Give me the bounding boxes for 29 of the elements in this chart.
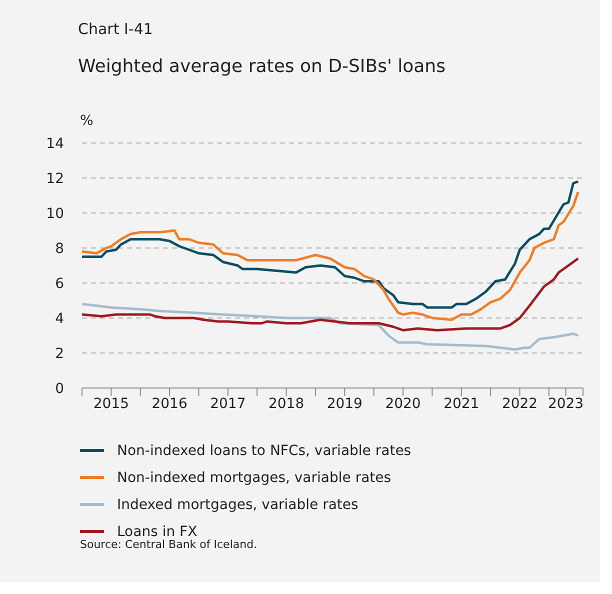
x-tick-label: 2019 bbox=[326, 396, 362, 412]
y-tick-label: 10 bbox=[46, 206, 64, 222]
x-tick-label: 2020 bbox=[385, 396, 421, 412]
line-series bbox=[82, 257, 580, 332]
x-tick-label: 2022 bbox=[502, 396, 538, 412]
x-tick-label: 2023 bbox=[548, 396, 584, 412]
line-series bbox=[82, 190, 580, 321]
y-tick-label: 8 bbox=[55, 240, 64, 257]
y-tick-label: 0 bbox=[55, 380, 64, 397]
source-note: Source: Central Bank of Iceland. bbox=[80, 538, 258, 551]
y-tick-label: 2 bbox=[55, 346, 64, 362]
y-tick-label: 6 bbox=[55, 276, 64, 292]
x-tick-label: 2016 bbox=[152, 396, 188, 412]
legend-label: Loans in FX bbox=[117, 524, 198, 540]
y-tick-label: 4 bbox=[55, 310, 64, 327]
legend-label: Non-indexed loans to NFCs, variable rates bbox=[117, 442, 412, 458]
x-tick-label: 2021 bbox=[444, 396, 480, 412]
x-tick-label: 2018 bbox=[268, 396, 304, 412]
y-tick-label: 12 bbox=[46, 170, 64, 187]
legend-label: Non-indexed mortgages, variable rates bbox=[117, 470, 392, 486]
chart-title: Weighted average rates on D-SIBs' loans bbox=[78, 56, 446, 77]
y-axis-title: % bbox=[80, 113, 94, 129]
chart-subtitle: Chart I-41 bbox=[78, 20, 153, 38]
x-tick-label: 2015 bbox=[93, 396, 130, 412]
line-series bbox=[82, 302, 580, 351]
y-tick-label: 14 bbox=[46, 136, 64, 152]
legend-label: Indexed mortgages, variable rates bbox=[117, 496, 358, 512]
x-tick-label: 2017 bbox=[210, 396, 246, 412]
line-series bbox=[82, 180, 580, 309]
